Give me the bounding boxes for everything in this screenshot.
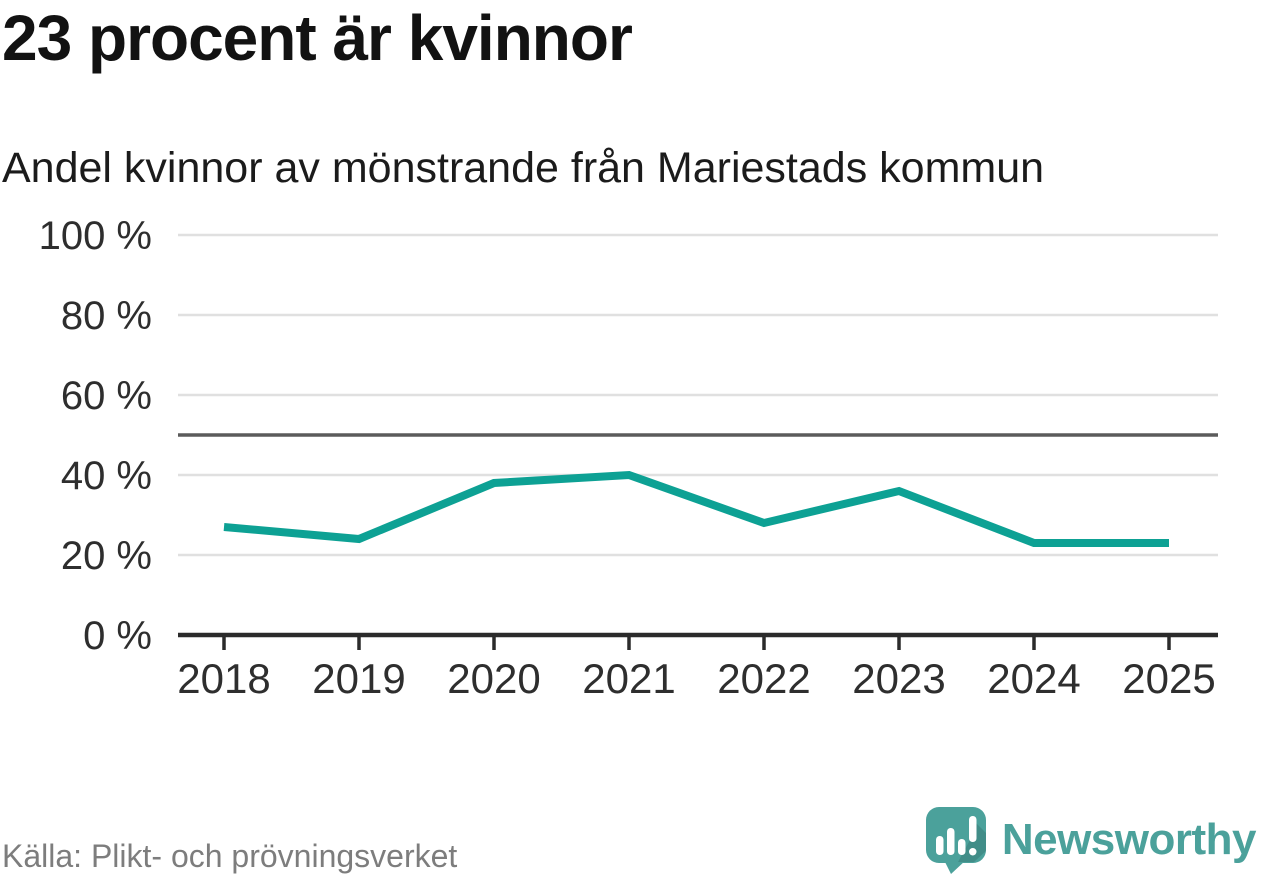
y-tick-label: 80 % [61, 294, 152, 338]
y-tick-label: 20 % [61, 534, 152, 578]
line-chart: 0 % 20 % 40 % 60 % 80 % 100 % 2018 2019 2020 2021… [0, 212, 1262, 712]
data-line [223, 470, 1169, 547]
chart-subtitle: Andel kvinnor av mönstrande från Mariest… [2, 144, 1045, 192]
newsworthy-wordmark: Newsworthy [1001, 815, 1257, 864]
chart-title: 23 procent är kvinnor [2, 2, 633, 74]
y-tick-label: 0 % [83, 614, 152, 658]
newsworthy-logo-icon [925, 807, 986, 874]
x-tick-label: 2025 [1122, 655, 1215, 702]
x-tick-label: 2020 [447, 655, 540, 702]
x-tick-label: 2018 [177, 655, 270, 702]
y-tick-label: 60 % [61, 374, 152, 418]
x-tick-label: 2021 [582, 655, 675, 702]
chart-canvas: 0 % 20 % 40 % 60 % 80 % 100 % 2018 2019 2020 2021… [39, 214, 1218, 702]
source-note: Källa: Plikt- och prövningsverket [2, 838, 458, 874]
x-tick-label: 2022 [717, 655, 810, 702]
x-tick-label: 2024 [987, 655, 1080, 702]
y-tick-label: 100 % [39, 214, 152, 258]
x-tick-label: 2023 [852, 655, 945, 702]
y-tick-label: 40 % [61, 454, 152, 498]
x-tick-label: 2019 [312, 655, 405, 702]
newsworthy-logo: Newsworthy [925, 806, 1257, 874]
